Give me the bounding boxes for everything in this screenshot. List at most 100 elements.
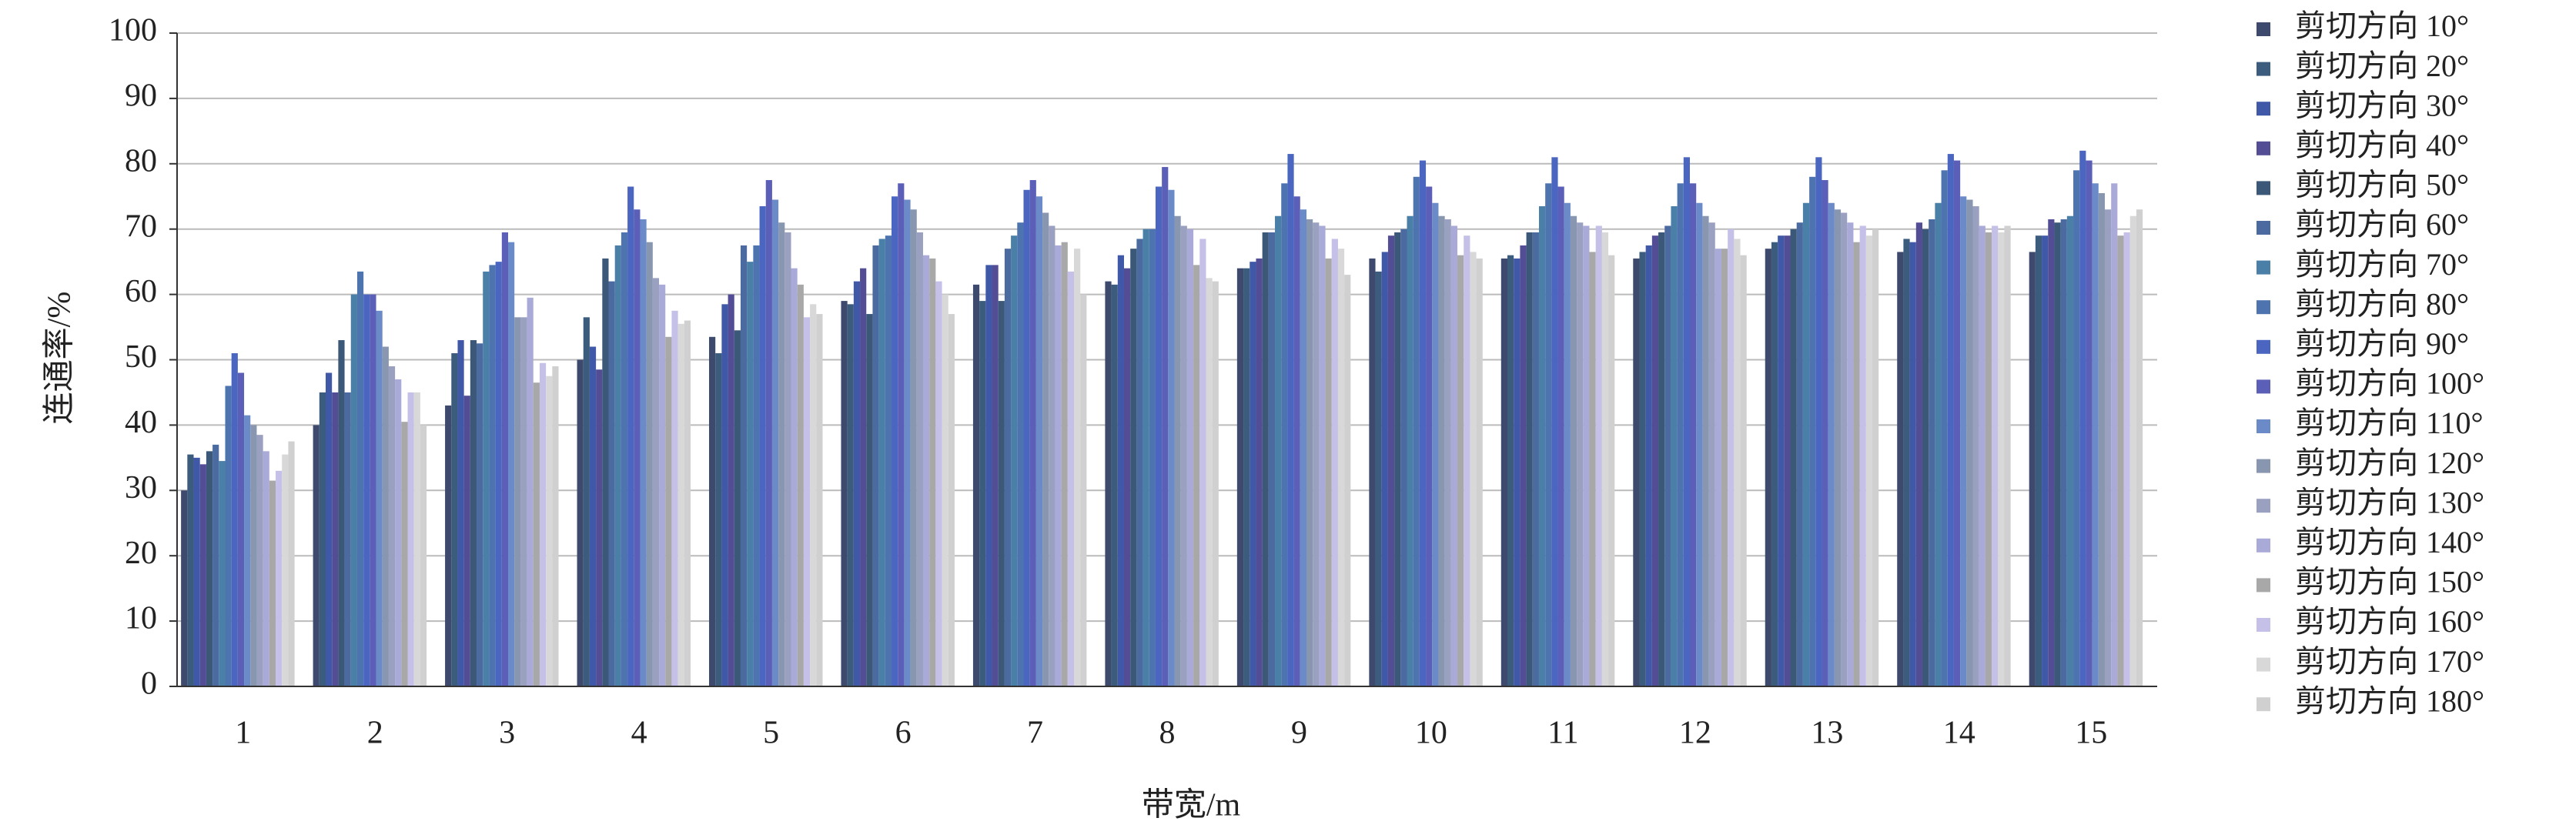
bar [263, 451, 269, 686]
bar [1080, 294, 1087, 686]
bar [407, 392, 414, 686]
bar [677, 323, 684, 686]
legend-label: 剪切方向 70° [2295, 247, 2469, 282]
bar [1841, 212, 1848, 687]
bar [1929, 219, 1935, 687]
bar [1859, 225, 1866, 687]
legend-swatch [2257, 618, 2270, 632]
bar [1168, 189, 1175, 686]
bar [1017, 222, 1024, 687]
bar [1853, 242, 1860, 686]
bar [2054, 222, 2061, 687]
bar [1897, 252, 1904, 686]
bar [1564, 202, 1571, 686]
bar [1407, 215, 1413, 687]
bar [985, 265, 992, 686]
bar [2129, 215, 2136, 687]
x-tick-label: 10 [1415, 716, 1447, 751]
legend-swatch [2257, 260, 2270, 275]
legend-swatch [2257, 538, 2270, 553]
bar [1595, 225, 1602, 687]
x-tick-label: 11 [1547, 716, 1578, 751]
bar [1212, 281, 1219, 686]
bar [546, 376, 553, 686]
legend-swatch [2257, 300, 2270, 315]
bar [463, 396, 470, 686]
bar [269, 480, 276, 686]
bar [1256, 258, 1263, 686]
bar [395, 379, 402, 686]
bar [1715, 249, 1721, 686]
bar [1004, 249, 1012, 686]
bar [1532, 232, 1539, 686]
legend-label: 剪切方向 10° [2295, 8, 2469, 43]
bar [2079, 150, 2086, 686]
bar [652, 278, 660, 686]
legend-label: 剪切方向 40° [2295, 128, 2469, 162]
bar [1450, 225, 1458, 687]
x-tick-label: 6 [895, 716, 912, 751]
bar [1960, 196, 1967, 686]
y-tick-label: 20 [125, 536, 157, 571]
bar [2060, 219, 2067, 687]
bar [589, 346, 597, 686]
bar [878, 239, 885, 686]
bar [1313, 222, 1320, 687]
bar [898, 183, 905, 686]
legend-swatch [2257, 697, 2270, 712]
bar [640, 219, 647, 687]
bar [948, 314, 955, 686]
legend-label: 剪切方向 120° [2295, 446, 2484, 480]
legend-label: 剪切方向 130° [2295, 485, 2484, 519]
bar [1470, 252, 1477, 686]
bar [1771, 242, 1778, 686]
x-tick-label: 4 [631, 716, 647, 751]
bar [753, 245, 760, 686]
bar [1915, 222, 1922, 687]
bar [860, 268, 867, 686]
x-tick-label: 8 [1159, 716, 1176, 751]
bar [2086, 160, 2093, 686]
bar [388, 366, 396, 686]
bar [1268, 232, 1276, 686]
x-tick-label: 9 [1291, 716, 1307, 751]
bar [237, 372, 245, 686]
bar [1551, 157, 1558, 686]
bar [181, 490, 188, 686]
bar [596, 369, 603, 686]
bar [2048, 219, 2055, 687]
bar [634, 209, 641, 687]
bar [370, 294, 376, 686]
bar [1664, 225, 1671, 687]
bar [1992, 225, 1999, 687]
bar [1796, 222, 1803, 687]
legend-label: 剪切方向 90° [2295, 326, 2469, 361]
bar [1438, 215, 1445, 687]
bar [2136, 209, 2143, 687]
bar [759, 205, 766, 686]
bar [520, 317, 527, 686]
bar [1067, 271, 1075, 686]
bar [288, 441, 295, 686]
bar [1306, 219, 1313, 687]
legend-label: 剪切方向 160° [2295, 604, 2484, 639]
bar [1702, 215, 1709, 687]
bar [508, 242, 515, 686]
legend-swatch [2257, 339, 2270, 354]
bar [356, 271, 364, 686]
bar [1206, 278, 1213, 686]
bar [1865, 235, 1873, 686]
bar [816, 314, 823, 686]
bar [1105, 281, 1112, 686]
x-tick-label: 12 [1679, 716, 1711, 751]
y-tick-label: 80 [125, 143, 157, 179]
bar [1520, 245, 1527, 686]
bar [684, 320, 691, 686]
bar [1570, 215, 1577, 687]
legend-swatch [2257, 499, 2270, 513]
y-tick-label: 50 [125, 339, 157, 375]
bar [671, 310, 678, 686]
bar [477, 343, 483, 686]
bar [282, 454, 289, 686]
